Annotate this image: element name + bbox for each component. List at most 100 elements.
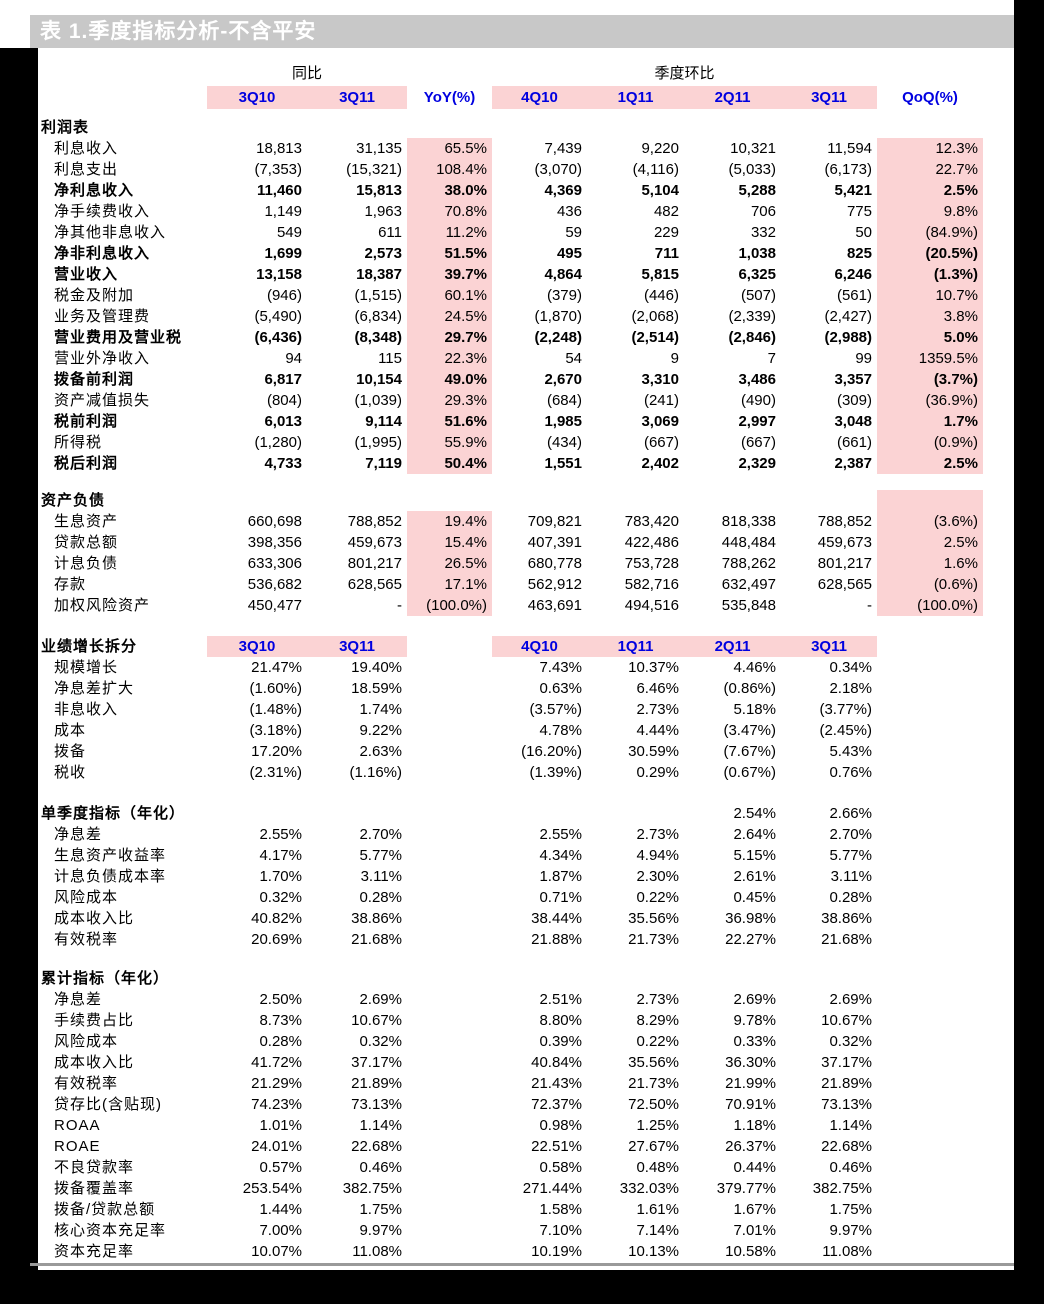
value-cell: 65.5% [407, 138, 492, 159]
row-label: 风险成本 [54, 1033, 119, 1050]
value-cell: 611 [378, 224, 402, 241]
value-cell: 0.28% [359, 889, 402, 906]
value-cell: 27.67% [628, 1138, 679, 1155]
value-cell [407, 720, 492, 741]
section-header-cell: 2.54% [733, 805, 776, 822]
value-cell [877, 887, 983, 908]
value-cell [877, 657, 983, 678]
table-row: 资本充足率 10.07% 11.08% 10.19% 10.13% 10.58% 11.08… [38, 1241, 985, 1262]
value-cell: 1,038 [738, 245, 776, 262]
value-cell: 379.77% [716, 1180, 776, 1197]
value-cell: (2,339) [728, 308, 776, 325]
value-cell: 21.68% [351, 931, 402, 948]
value-cell: (1,039) [354, 392, 402, 409]
value-cell: 680,778 [527, 555, 582, 572]
table-row: 规模增长 21.47% 19.40% 7.43% 10.37% 4.46% 0.34% [38, 657, 985, 678]
value-cell: 7.01% [733, 1222, 776, 1239]
value-cell: 0.71% [539, 889, 582, 906]
value-cell: 31,135 [356, 140, 402, 157]
value-cell: 7.14% [636, 1222, 679, 1239]
value-cell: 10.58% [725, 1243, 776, 1260]
value-cell: 6,013 [264, 413, 302, 430]
bottom-rule [30, 1263, 1014, 1266]
value-cell: 10.13% [628, 1243, 679, 1260]
value-cell [877, 1157, 983, 1178]
value-cell: 49.0% [407, 369, 492, 390]
value-cell: 26.37% [725, 1138, 776, 1155]
value-cell: 271.44% [522, 1180, 582, 1197]
value-cell: 41.72% [251, 1054, 302, 1071]
value-cell: 463,691 [527, 597, 582, 614]
section-header-cell: 1Q11 [587, 636, 684, 657]
row-label: 非息收入 [54, 701, 119, 718]
value-cell: 22.68% [821, 1138, 872, 1155]
value-cell: (309) [836, 392, 872, 409]
value-cell: 1,699 [264, 245, 302, 262]
value-cell: 3,048 [834, 413, 872, 430]
value-cell: - [397, 597, 402, 614]
value-cell: 10.07% [251, 1243, 302, 1260]
value-cell: 21.99% [725, 1075, 776, 1092]
value-cell [407, 1178, 492, 1199]
value-cell: 801,217 [347, 555, 402, 572]
row-label: ROAE [54, 1138, 101, 1155]
value-cell [407, 1052, 492, 1073]
value-cell: 51.6% [407, 411, 492, 432]
value-cell: (3.7%) [877, 369, 983, 390]
value-cell: 40.82% [251, 910, 302, 927]
value-cell: (4,116) [632, 161, 679, 178]
table-row: 净其他非息收入 549 611 11.2% 59 229 332 50 (84.9%) [38, 222, 985, 243]
table-row: 业务及管理费 (5,490) (6,834) 24.5% (1,870) (2,068) (… [38, 306, 985, 327]
value-cell: 3.8% [877, 306, 983, 327]
value-cell: (1.3%) [877, 264, 983, 285]
row-label: 成本收入比 [54, 1054, 135, 1071]
value-cell: (490) [740, 392, 776, 409]
row-label: 税前利润 [54, 413, 119, 430]
value-cell: 5,421 [834, 182, 872, 199]
row-label: 净利息收入 [54, 182, 135, 199]
section-header-cell [877, 117, 983, 138]
value-cell [407, 657, 492, 678]
value-cell: 407,391 [527, 534, 582, 551]
value-cell: 4.44% [636, 722, 679, 739]
value-cell: 74.23% [251, 1096, 302, 1113]
value-cell: 2,573 [364, 245, 402, 262]
value-cell [877, 1073, 983, 1094]
value-cell: 1.87% [539, 868, 582, 885]
value-cell: 1.7% [877, 411, 983, 432]
section-header-row: 业绩增长拆分 3Q10 3Q11 4Q10 1Q11 2Q11 3Q11 [38, 636, 985, 657]
value-cell: 73.13% [821, 1096, 872, 1113]
value-cell: 632,497 [721, 576, 776, 593]
value-cell: (684) [546, 392, 582, 409]
table-row: 净利息收入 11,460 15,813 38.0% 4,369 5,104 5,288 5,4… [38, 180, 985, 201]
value-cell: 1.01% [259, 1117, 302, 1134]
value-cell: 59 [565, 224, 582, 241]
table-row: 营业费用及营业税 (6,436) (8,348) 29.7% (2,248) (2,514… [38, 327, 985, 348]
value-cell [407, 1031, 492, 1052]
value-cell: 24.01% [251, 1138, 302, 1155]
table-row: 拨备前利润 6,817 10,154 49.0% 2,670 3,310 3,486 3,35… [38, 369, 985, 390]
value-cell: (16.20%) [521, 743, 582, 760]
value-cell [407, 1241, 492, 1262]
column-header-4q10: 4Q10 [492, 86, 587, 109]
table-row: 净息差 2.55% 2.70% 2.55% 2.73% 2.64% 2.70% [38, 824, 985, 845]
value-cell: 2.5% [877, 453, 983, 474]
value-cell: 3,486 [738, 371, 776, 388]
value-cell: 1,985 [544, 413, 582, 430]
row-label: 净息差扩大 [54, 680, 135, 697]
value-cell: 332 [750, 224, 776, 241]
value-cell: 801,217 [817, 555, 872, 572]
value-cell: 788,852 [817, 513, 872, 530]
value-cell: 0.32% [259, 889, 302, 906]
value-cell: 753,728 [624, 555, 679, 572]
table-row: 利息收入 18,813 31,135 65.5% 7,439 9,220 10,321 11,… [38, 138, 985, 159]
value-cell: 21.89% [351, 1075, 402, 1092]
value-cell: 5.18% [733, 701, 776, 718]
value-cell: 2.5% [877, 180, 983, 201]
value-cell: 2.50% [259, 991, 302, 1008]
section-header-cell [877, 968, 983, 989]
value-cell [877, 1094, 983, 1115]
column-header-qoq: QoQ(%) [902, 89, 958, 106]
row-label: 资产减值损失 [54, 392, 151, 409]
value-cell: 11.2% [407, 222, 492, 243]
